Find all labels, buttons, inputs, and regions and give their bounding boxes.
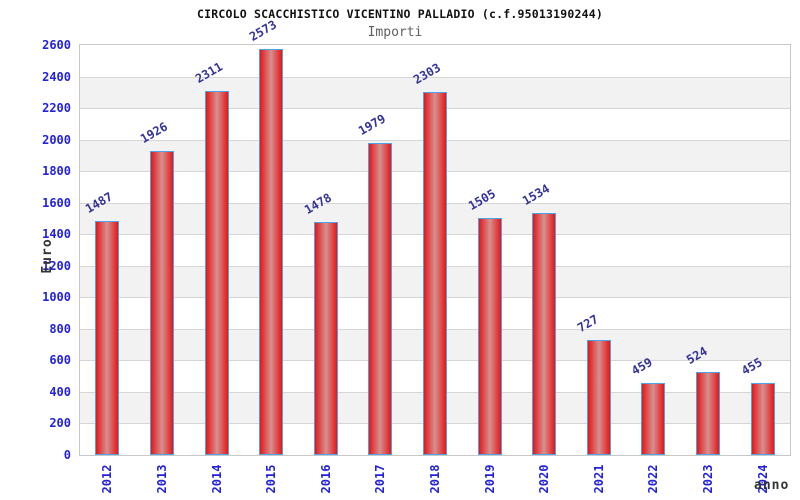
y-tick-label: 600 — [49, 353, 71, 368]
x-tick-label: 2015 — [264, 464, 279, 494]
y-tick-label: 2000 — [42, 132, 71, 147]
chart-subtitle: Importi — [367, 25, 423, 40]
chart-title: CIRCOLO SCACCHISTICO VICENTINO PALLADIO … — [196, 7, 604, 21]
x-axis-label: anno — [754, 478, 790, 493]
gridline — [80, 76, 790, 78]
y-tick-label: 1600 — [42, 195, 71, 210]
x-tick-label: 2013 — [154, 464, 169, 494]
bar-2017 — [368, 142, 393, 455]
x-tick-label: 2021 — [591, 464, 606, 494]
bar-2020 — [532, 213, 557, 455]
x-tick-label: 2014 — [209, 464, 224, 494]
bar-2013 — [149, 151, 174, 455]
bar-2014 — [204, 90, 229, 455]
bar-2021 — [586, 340, 611, 455]
x-tick-label: 2020 — [537, 464, 552, 494]
y-tick-label: 0 — [63, 448, 71, 462]
y-tick-label: 2600 — [42, 38, 71, 52]
bar-2015 — [259, 49, 284, 455]
y-tick-label: 2200 — [42, 101, 71, 116]
x-tick-label: 2023 — [701, 464, 716, 494]
y-tick-label: 200 — [49, 416, 71, 431]
y-tick-label: 1800 — [42, 164, 71, 179]
x-tick-label: 2018 — [428, 464, 442, 494]
y-tick-label: 1200 — [42, 258, 71, 273]
y-tick-label: 2400 — [42, 69, 71, 84]
bar-2023 — [696, 372, 721, 455]
bar-value-label: 2573 — [247, 17, 280, 45]
x-tick-label: 2019 — [482, 464, 497, 494]
y-tick-label: 800 — [49, 321, 71, 336]
y-tick-label: 400 — [49, 384, 71, 399]
bar-2018 — [423, 91, 447, 455]
bar-2019 — [477, 217, 502, 455]
bar-2024 — [750, 383, 775, 455]
y-tick-label: 1000 — [42, 290, 71, 305]
x-tick-label: 2022 — [646, 464, 661, 494]
x-tick-label: 2016 — [318, 464, 333, 494]
x-tick-label: 2012 — [100, 464, 115, 494]
bar-2016 — [313, 221, 338, 455]
x-tick-label: 2017 — [373, 464, 388, 494]
y-tick-label: 1400 — [42, 227, 71, 242]
y-axis-label: Euro — [40, 238, 55, 274]
bar-2012 — [95, 220, 120, 455]
bar-2022 — [641, 382, 666, 455]
